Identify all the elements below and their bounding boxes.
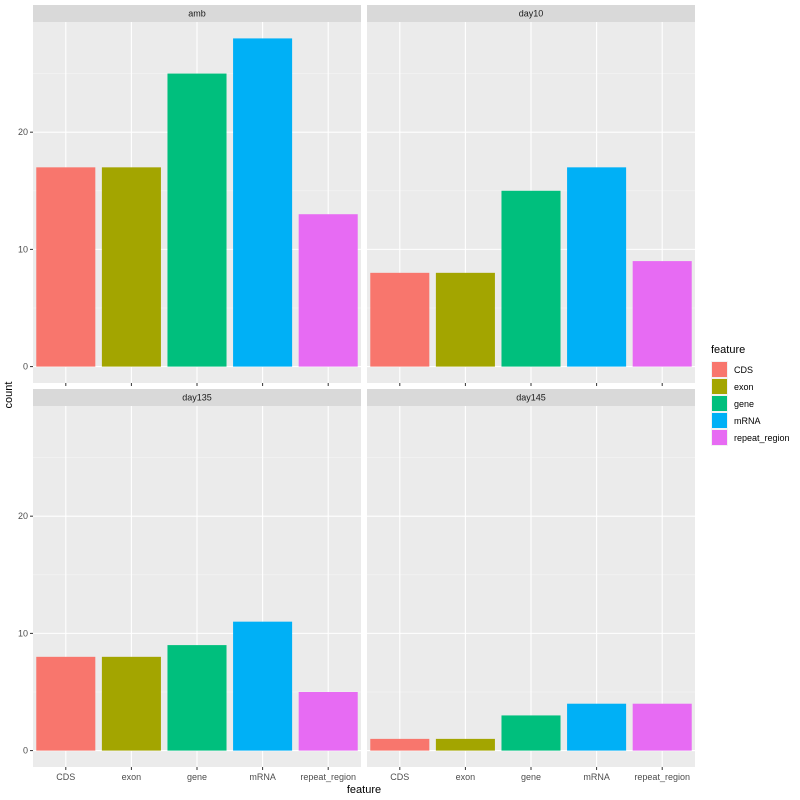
bar-day145-mRNA [567, 703, 627, 751]
strip-label: day10 [519, 9, 544, 19]
bar-day10-CDS [370, 272, 430, 367]
x-tick-label: exon [122, 772, 142, 782]
bar-amb-gene [167, 73, 227, 367]
x-axis-title: feature [347, 784, 381, 796]
legend-swatch-mRNA [712, 413, 727, 428]
panel-day135: day135 [33, 389, 361, 767]
bar-day145-gene [501, 715, 561, 751]
y-tick-label: 10 [18, 628, 28, 638]
bar-day135-CDS [36, 656, 96, 751]
facet-panels: amb day10 day135 day145 [33, 5, 695, 767]
bar-day135-exon [101, 656, 161, 751]
bar-amb-mRNA [233, 38, 293, 367]
strip-label: amb [188, 9, 206, 19]
bar-day10-mRNA [567, 167, 627, 367]
y-tick-label: 0 [23, 746, 28, 756]
y-tick-label: 20 [18, 511, 28, 521]
strip-day10 [367, 5, 695, 22]
x-tick-label: exon [456, 772, 476, 782]
strip-label: day145 [516, 393, 546, 403]
y-tick-label: 10 [18, 244, 28, 254]
legend-swatch-exon [712, 379, 727, 394]
x-tick-label: gene [187, 772, 207, 782]
legend-label: repeat_region [734, 433, 790, 443]
legend-swatch-CDS [712, 362, 727, 377]
legend-label: CDS [734, 365, 753, 375]
x-tick-label: gene [521, 772, 541, 782]
x-tick-label: mRNA [249, 772, 276, 782]
bar-day10-exon [435, 272, 495, 367]
y-tick-label: 20 [18, 127, 28, 137]
legend-item-gene: gene [711, 395, 754, 412]
strip-day145 [367, 389, 695, 406]
legend-swatch-repeat_region [712, 430, 727, 445]
strip-label: day135 [182, 393, 212, 403]
legend-item-repeat_region: repeat_region [711, 429, 790, 446]
bar-day135-gene [167, 645, 227, 751]
legend-label: gene [734, 399, 754, 409]
panel-day145: day145 [367, 389, 695, 767]
bar-day145-CDS [370, 738, 430, 751]
bar-day10-repeat_region [632, 261, 692, 367]
legend-item-CDS: CDS [711, 361, 753, 378]
bar-day135-repeat_region [298, 691, 358, 751]
x-tick-label: repeat_region [634, 772, 690, 782]
bar-day10-gene [501, 190, 561, 367]
panel-amb: amb [33, 5, 361, 383]
panel-day10: day10 [367, 5, 695, 383]
axes: 0 10 20 0 10 20 CDS exon gene mRNA repeat_region CD… [18, 127, 690, 782]
x-tick-label: CDS [390, 772, 409, 782]
bar-day135-mRNA [233, 621, 293, 751]
x-tick-label: mRNA [583, 772, 610, 782]
bar-day145-exon [435, 738, 495, 751]
y-tick-label: 0 [23, 362, 28, 372]
bar-amb-exon [101, 167, 161, 367]
x-tick-label: repeat_region [300, 772, 356, 782]
legend-title: feature [711, 344, 745, 356]
legend-item-exon: exon [711, 378, 754, 395]
legend-label: mRNA [734, 416, 761, 426]
legend-items: CDS exon gene mRNA repeat_region [711, 361, 790, 446]
legend-swatch-gene [712, 396, 727, 411]
bar-amb-repeat_region [298, 214, 358, 367]
bar-amb-CDS [36, 167, 96, 367]
strip-amb [33, 5, 361, 22]
bar-day145-repeat_region [632, 703, 692, 751]
legend-label: exon [734, 382, 754, 392]
legend-item-mRNA: mRNA [711, 412, 761, 429]
y-axis-title: count [3, 382, 15, 409]
legend: feature CDS exon gene mRNA repeat_region [711, 344, 790, 446]
x-tick-label: CDS [56, 772, 75, 782]
strip-day135 [33, 389, 361, 406]
